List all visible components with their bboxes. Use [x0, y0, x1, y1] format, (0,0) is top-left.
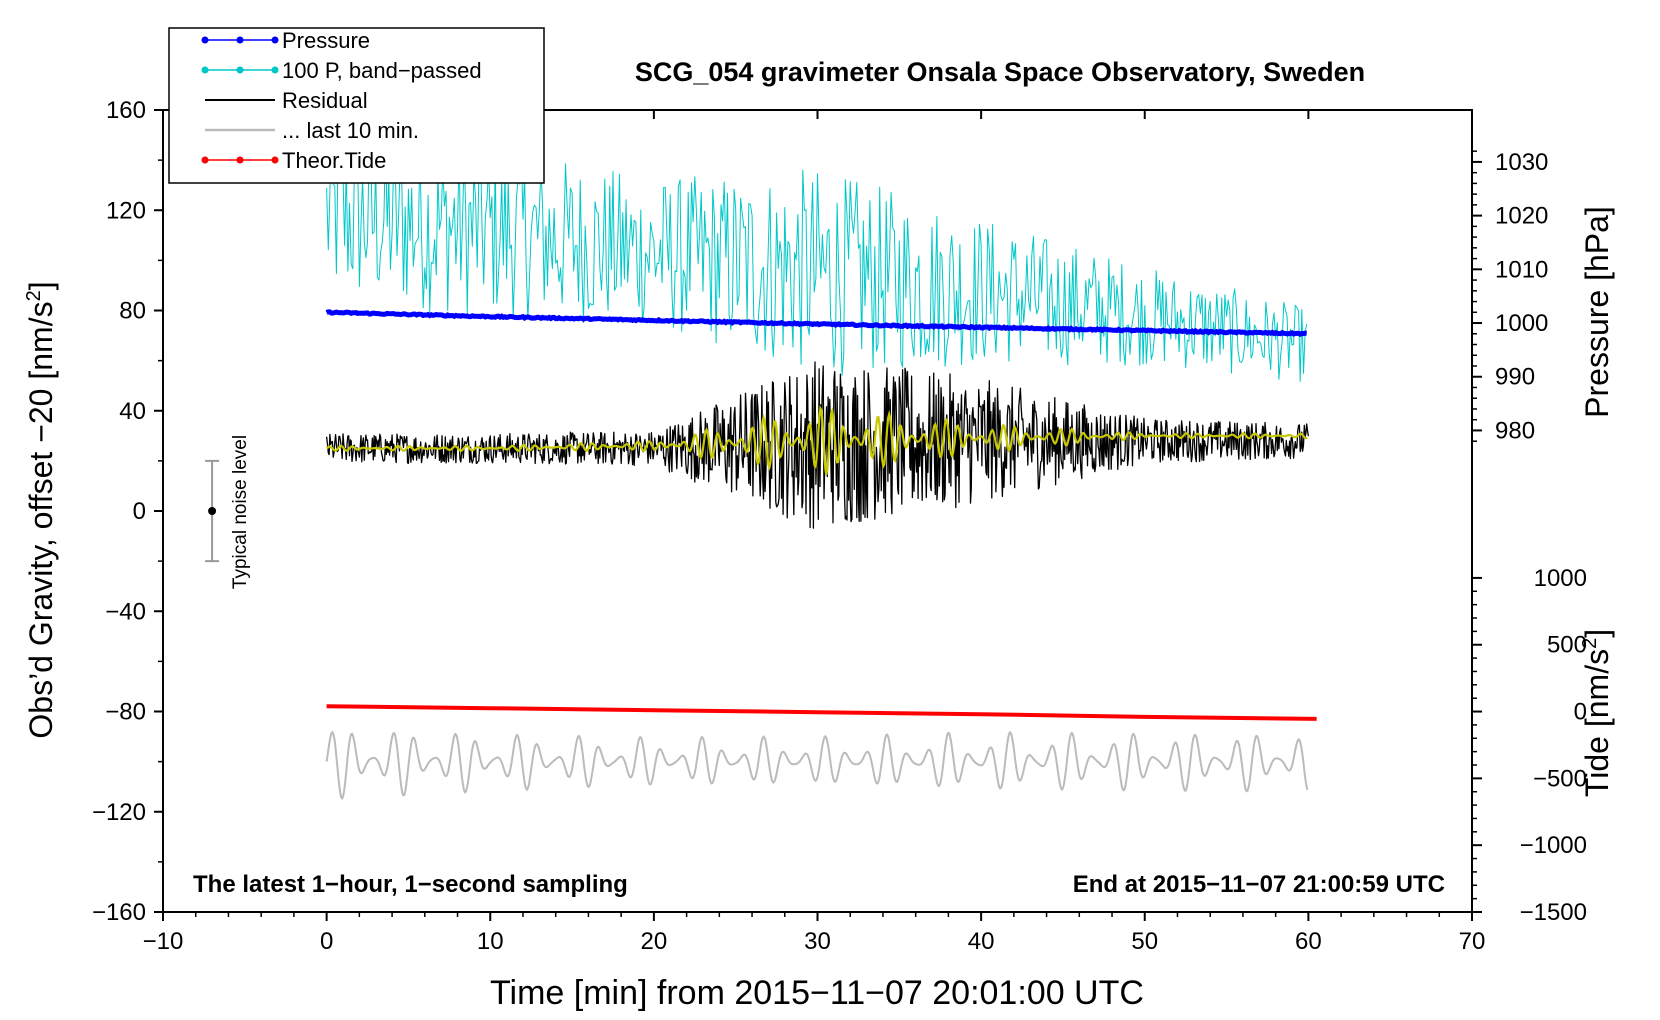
- series-layer: [325, 128, 1317, 800]
- tide-tick-label: −1000: [1520, 832, 1587, 859]
- legend-label-pressure: Pressure: [282, 28, 370, 53]
- tide-tick-label: −1500: [1520, 899, 1587, 926]
- y-tick-label: −40: [105, 598, 146, 625]
- x-tick-label: 40: [968, 928, 995, 955]
- tide-line: [326, 704, 1317, 721]
- tide-tick-label: 0: [1574, 699, 1587, 726]
- legend-label-tide: Theor.Tide: [282, 148, 386, 173]
- legend-marker-tide-3: [271, 156, 279, 164]
- pressure-tick-label: 990: [1495, 364, 1535, 391]
- x-tick-label: 30: [804, 928, 831, 955]
- y-axis-label-tide-main: Tide [nm/s: [1579, 649, 1615, 797]
- y-axis-label-left-sup: 2: [23, 290, 45, 301]
- legend-marker-pressure-2: [236, 36, 244, 44]
- y-tick-label: −80: [105, 699, 146, 726]
- pressure-tick-label: 1000: [1495, 310, 1548, 337]
- noise-label: Typical noise level: [230, 435, 251, 589]
- x-tick-label: 70: [1459, 928, 1486, 955]
- last-10-min-line: [325, 730, 1309, 800]
- x-tick-label: 60: [1295, 928, 1322, 955]
- annotation-bottom-left: The latest 1−hour, 1−second sampling: [193, 871, 628, 898]
- noise-dot: [208, 507, 217, 515]
- x-tick-label: 20: [641, 928, 668, 955]
- legend-marker-pressure-3: [271, 36, 279, 44]
- y-axis-label-pressure: Pressure [hPa]: [1579, 206, 1615, 418]
- legend-label-last10: ... last 10 min.: [282, 118, 419, 143]
- pressure-tick-label: 1030: [1495, 149, 1548, 176]
- legend-marker-bandpassed-2: [236, 66, 244, 74]
- tide-tick-label: −500: [1533, 765, 1587, 792]
- noise-level-marker: Typical noise level: [205, 435, 251, 589]
- residual-line: [325, 361, 1310, 529]
- y-axis-label-left: Obs’d Gravity, offset −20 [nm/s2]: [23, 281, 59, 738]
- residual-lowpassed-line: [325, 405, 1308, 475]
- y-axis-label-tide-sup: 2: [1579, 638, 1601, 649]
- bandpassed-pressure-line: [326, 128, 1308, 382]
- pressure-line: [325, 309, 1307, 338]
- y-tick-label: −160: [92, 899, 146, 926]
- axes-layer: −10 0 10 20 30 40 50 60 70−160−120−80−4004080120…: [92, 97, 1587, 955]
- legend-marker-bandpassed: [201, 66, 209, 74]
- chart-title: SCG_054 gravimeter Onsala Space Observat…: [635, 57, 1365, 87]
- pressure-tick-label: 980: [1495, 417, 1535, 444]
- y-tick-label: 160: [106, 97, 146, 124]
- tide-tick-label: 1000: [1534, 565, 1587, 592]
- legend-marker-pressure: [201, 36, 209, 44]
- x-tick-label: 50: [1131, 928, 1158, 955]
- y-tick-label: 120: [106, 197, 146, 224]
- y-tick-label: 0: [133, 498, 146, 525]
- y-axis-label-tide: Tide [nm/s2]: [1579, 629, 1615, 797]
- y-tick-label: −120: [92, 799, 146, 826]
- legend-label-bandpassed: 100 P, band−passed: [282, 58, 482, 83]
- legend-box: [168, 27, 545, 184]
- y-tick-label: 80: [119, 298, 146, 325]
- y-axis-label-left-main: Obs’d Gravity, offset −20 [nm/s: [23, 301, 59, 738]
- pressure-tick-label: 1020: [1495, 203, 1548, 230]
- tide-tick-label: 500: [1547, 632, 1587, 659]
- annotation-bottom-right: End at 2015−11−07 21:00:59 UTC: [1073, 871, 1445, 898]
- legend-marker-tide: [201, 156, 209, 164]
- pressure-tick-label: 1010: [1495, 256, 1548, 283]
- legend-marker-tide-2: [236, 156, 244, 164]
- x-tick-label: −10: [143, 928, 184, 955]
- x-axis-label: Time [min] from 2015−11−07 20:01:00 UTC: [490, 974, 1144, 1012]
- y-tick-label: 40: [119, 398, 146, 425]
- y-axis-label-tide-end: ]: [1579, 629, 1615, 638]
- legend-label-residual: Residual: [282, 88, 368, 113]
- x-tick-label: 10: [477, 928, 504, 955]
- legend: Pressure 100 P, band−passed Residual ...…: [168, 27, 545, 184]
- x-tick-label: 0: [320, 928, 333, 955]
- legend-marker-bandpassed-3: [271, 66, 279, 74]
- plot-frame: [162, 109, 1473, 913]
- y-axis-label-left-end: ]: [23, 281, 59, 290]
